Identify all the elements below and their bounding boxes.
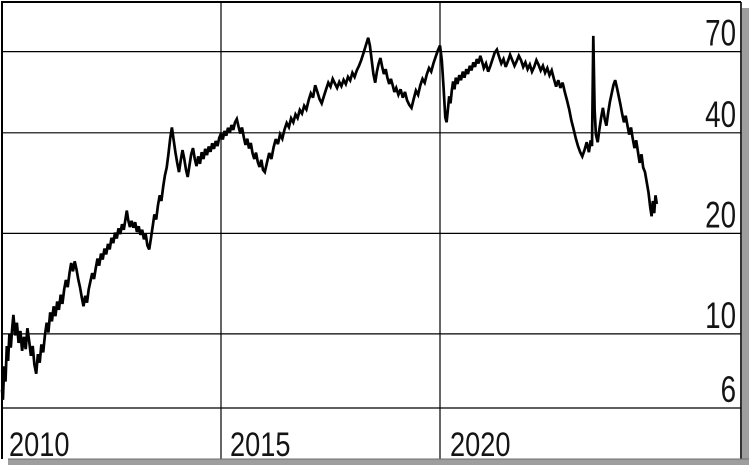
price-line xyxy=(0,35,659,400)
y-axis-tick-label-10: 10 xyxy=(705,294,736,336)
x-axis-tick-label-2015: 2015 xyxy=(230,425,290,464)
y-axis-tick-label-40: 40 xyxy=(705,93,736,135)
y-axis-tick-label-20: 20 xyxy=(705,193,736,235)
x-axis-tick-label-2020: 2020 xyxy=(450,425,510,464)
y-axis-tick-label-70: 70 xyxy=(705,12,736,54)
shadow-bottom xyxy=(8,459,749,465)
x-axis-tick-label-2010: 2010 xyxy=(9,425,69,464)
shadow-right xyxy=(742,8,749,465)
y-axis-tick-label-6: 6 xyxy=(721,368,736,410)
